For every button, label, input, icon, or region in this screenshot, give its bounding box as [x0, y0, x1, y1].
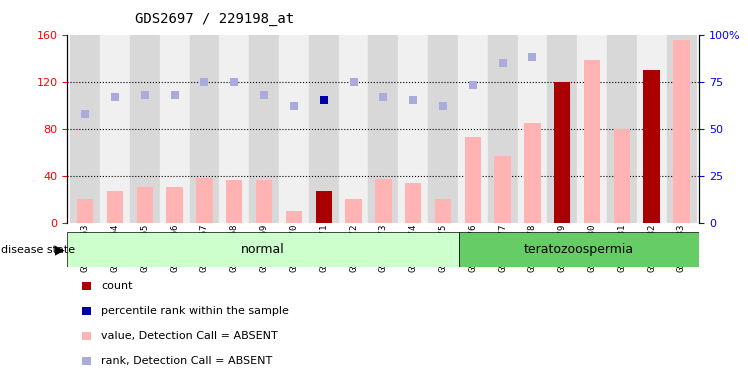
Point [228, 79, 240, 85]
Text: teratozoospermia: teratozoospermia [524, 243, 634, 256]
Bar [196, 178, 212, 223]
Bar [666, 35, 696, 223]
Bar [375, 179, 391, 223]
Bar [309, 35, 339, 223]
Bar [249, 35, 279, 223]
Bar [643, 70, 660, 223]
Point [258, 92, 270, 98]
Point [497, 60, 509, 66]
Bar [458, 35, 488, 223]
Bar [279, 35, 309, 223]
Bar [398, 35, 428, 223]
Bar [67, 232, 459, 267]
Text: normal: normal [241, 243, 285, 256]
Bar [369, 35, 398, 223]
Point [527, 54, 539, 60]
Point [139, 92, 151, 98]
Bar [167, 187, 183, 223]
Point [437, 103, 449, 109]
Bar [459, 232, 699, 267]
Text: ▶: ▶ [55, 244, 65, 257]
Bar [226, 180, 242, 223]
Point [79, 111, 91, 117]
Bar [518, 35, 548, 223]
Bar [256, 180, 272, 223]
Bar [130, 35, 160, 223]
Bar [435, 199, 451, 223]
Bar [405, 183, 421, 223]
Bar [160, 35, 189, 223]
Bar [488, 35, 518, 223]
Text: rank, Detection Call = ABSENT: rank, Detection Call = ABSENT [101, 356, 272, 366]
Bar [494, 156, 511, 223]
Point [318, 98, 330, 104]
Text: count: count [101, 281, 132, 291]
Bar [584, 60, 600, 223]
Bar [286, 211, 302, 223]
Bar [465, 137, 481, 223]
Point [407, 98, 419, 104]
Point [646, 0, 657, 4]
Bar [346, 199, 362, 223]
Text: disease state: disease state [1, 245, 76, 255]
Bar [428, 35, 458, 223]
Point [616, 0, 628, 4]
Text: percentile rank within the sample: percentile rank within the sample [101, 306, 289, 316]
Bar [577, 35, 607, 223]
Point [168, 92, 180, 98]
Bar [554, 82, 571, 223]
Bar [107, 191, 123, 223]
Point [109, 94, 121, 100]
Bar [339, 35, 369, 223]
Bar [548, 35, 577, 223]
Text: GDS2697 / 229198_at: GDS2697 / 229198_at [135, 12, 294, 25]
Bar [219, 35, 249, 223]
Bar [137, 187, 153, 223]
Point [557, 17, 568, 23]
Bar [524, 123, 541, 223]
Bar [607, 35, 637, 223]
Bar [70, 35, 100, 223]
Bar [673, 40, 690, 223]
Text: value, Detection Call = ABSENT: value, Detection Call = ABSENT [101, 331, 278, 341]
Bar [613, 129, 630, 223]
Point [467, 82, 479, 88]
Bar [316, 191, 332, 223]
Bar [100, 35, 130, 223]
Bar [77, 199, 94, 223]
Bar [189, 35, 219, 223]
Bar [637, 35, 666, 223]
Point [586, 17, 598, 23]
Point [348, 79, 360, 85]
Point [198, 79, 210, 85]
Point [377, 94, 389, 100]
Point [288, 103, 300, 109]
